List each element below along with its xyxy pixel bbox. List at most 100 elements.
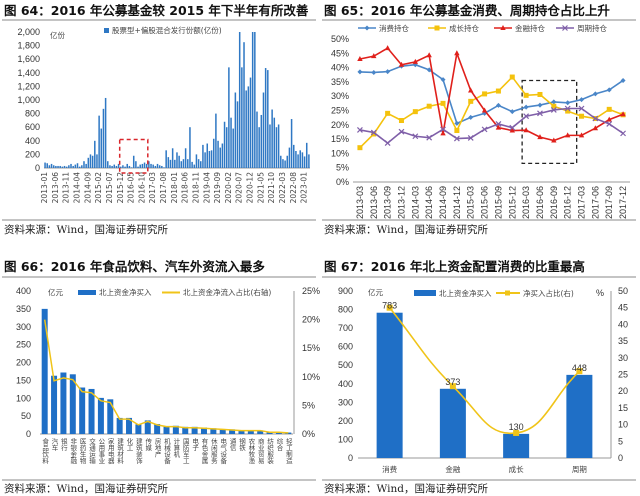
marker-diamond	[537, 102, 543, 108]
bar	[48, 165, 51, 168]
bar	[113, 164, 116, 168]
x-tick-label: 2013-06	[51, 172, 60, 204]
y-tick-label: 400	[16, 286, 31, 296]
bar	[89, 154, 92, 168]
marker-diamond	[385, 69, 391, 75]
bar	[163, 426, 170, 434]
bar	[228, 67, 230, 168]
bar	[135, 161, 137, 168]
bar	[109, 165, 111, 168]
x-tick-label: 纺织服装	[266, 437, 274, 466]
y-tick-label: 50%	[331, 34, 349, 44]
bar	[200, 427, 207, 434]
marker-square	[434, 25, 440, 31]
marker-x	[426, 134, 433, 141]
bar	[180, 161, 183, 168]
bar	[163, 167, 165, 168]
bar	[206, 143, 209, 168]
x-tick-label: 2015-07	[105, 172, 114, 204]
y-tick-label: 250	[16, 340, 31, 350]
y-tick-label: 20%	[331, 120, 349, 130]
bar	[376, 312, 403, 458]
bar	[100, 128, 103, 168]
x-tick-label: 金融	[445, 464, 460, 474]
marker-triangle	[426, 52, 432, 58]
bar	[503, 433, 530, 458]
data-label: 448	[572, 363, 587, 373]
ratio-marker	[449, 383, 456, 390]
bar	[256, 111, 258, 168]
bar	[171, 148, 174, 168]
bar	[132, 155, 135, 168]
bar	[566, 374, 593, 458]
legend-swatch	[414, 290, 436, 296]
x-tick-label: 2015-03	[466, 186, 476, 219]
bar	[258, 127, 260, 168]
bar	[83, 161, 85, 168]
bar	[78, 166, 81, 168]
source-note: 资料来源：Wind，国海证券研究所	[324, 223, 488, 236]
marker-triangle	[592, 125, 599, 131]
legend-label: 金融持仓	[515, 23, 545, 33]
bar	[193, 164, 196, 168]
marker-triangle	[564, 132, 571, 138]
panel-fig67: 图 67：2016 年北上资金配置消费的比重最高 资料来源：Wind，国海证券研…	[322, 259, 636, 495]
x-tick-label: 机械设备	[163, 437, 171, 466]
marker-x	[537, 110, 543, 117]
bar	[262, 92, 265, 168]
marker-square	[385, 110, 391, 116]
bar	[69, 374, 76, 434]
bar	[96, 154, 98, 168]
bar	[210, 150, 213, 168]
bar	[257, 430, 264, 434]
bar	[111, 165, 113, 168]
y2-tick-label: 5%	[302, 400, 315, 410]
bar	[116, 417, 123, 434]
x-tick-label: 2020-07	[235, 172, 244, 204]
bar	[152, 164, 154, 168]
bar	[161, 165, 163, 168]
highlight-box	[521, 79, 578, 165]
bar	[210, 428, 217, 434]
marker-x	[398, 128, 405, 135]
bar	[46, 163, 48, 168]
bar	[176, 152, 178, 168]
bar	[126, 163, 128, 168]
x-tick-label: 2014-09	[83, 172, 92, 204]
data-label: 783	[382, 301, 397, 311]
x-tick-label: 2017-09	[604, 186, 614, 219]
x-tick-label: 轻工制造	[284, 437, 292, 466]
bar	[141, 163, 144, 168]
x-tick-label: 2017-03	[148, 172, 157, 204]
x-tick-label: 银行	[59, 437, 67, 453]
ratio-line	[389, 307, 580, 435]
x-tick-label: 钢铁	[237, 438, 245, 453]
marker-x	[564, 105, 571, 112]
marker-square	[468, 98, 474, 104]
y2-unit: %	[596, 288, 604, 298]
bar	[130, 167, 133, 168]
x-tick-label: 2014-09	[438, 186, 448, 219]
marker-x	[495, 121, 502, 127]
bar	[284, 160, 286, 168]
bar	[219, 147, 221, 168]
y-tick-label: 800	[25, 109, 40, 119]
y2-tick-label: 25%	[302, 286, 320, 296]
bar	[277, 124, 280, 168]
x-tick-label: 医药生物	[78, 438, 86, 466]
bar	[122, 165, 124, 168]
x-tick-label: 建筑材料	[116, 437, 124, 466]
x-tick-label: 2014-12	[452, 186, 462, 219]
x-tick-label: 有色金属	[200, 437, 208, 466]
bar	[236, 101, 239, 168]
bar	[275, 432, 282, 434]
bar	[195, 154, 198, 168]
marker-square	[495, 88, 501, 94]
y-tick-label: 200	[338, 416, 353, 426]
marker-square	[454, 128, 460, 134]
marker-x	[357, 127, 363, 133]
marker-x	[550, 107, 557, 113]
bar	[249, 77, 252, 168]
bar	[76, 163, 79, 168]
legend-label: 消费持仓	[379, 23, 409, 33]
